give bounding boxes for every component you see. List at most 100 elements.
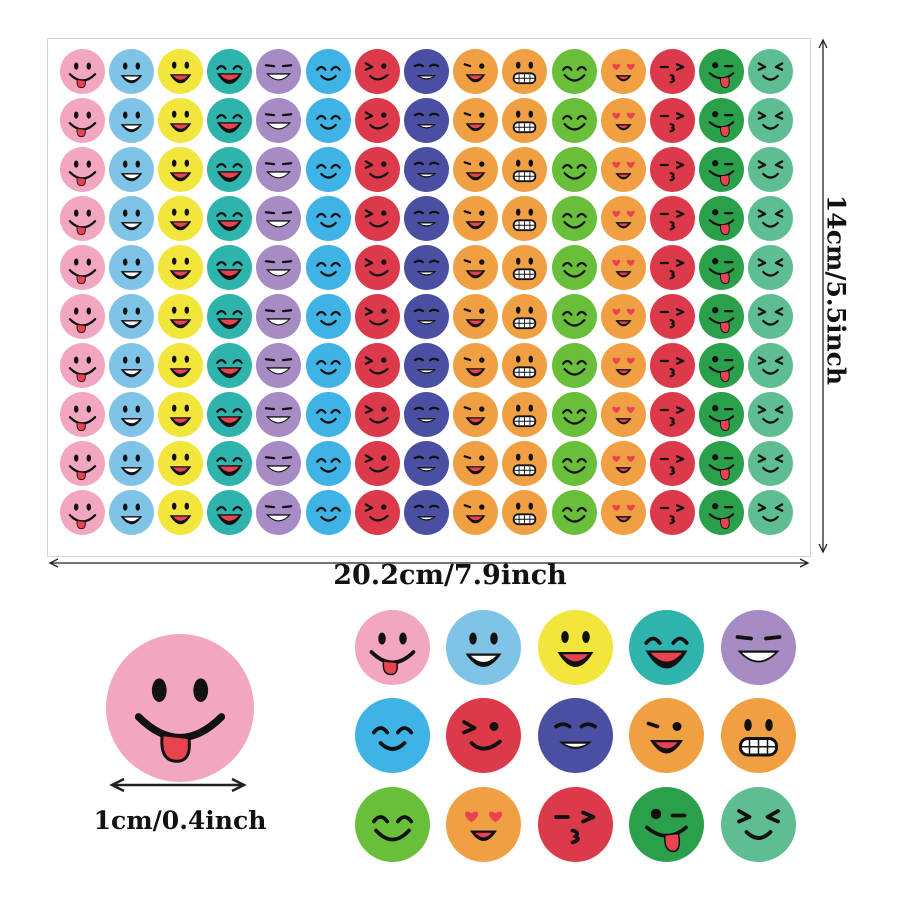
sheet-sticker-content-icon bbox=[551, 244, 597, 290]
sample-sticker-tongue-icon bbox=[106, 634, 254, 782]
sheet-sticker-cheeky-icon bbox=[453, 440, 499, 486]
sheet-sticker-laugh-icon bbox=[207, 48, 253, 94]
sheet-sticker-kiss-icon bbox=[649, 489, 695, 535]
sheet-sticker-content-icon bbox=[551, 195, 597, 241]
preview-sticker-smile-icon bbox=[446, 609, 521, 685]
sheet-sticker-content-icon bbox=[551, 146, 597, 192]
sheet-sticker-wink-icon bbox=[354, 48, 400, 94]
sheet-sticker-silly-icon bbox=[699, 440, 745, 486]
sheet-sticker-wink-icon bbox=[354, 97, 400, 143]
sheet-sticker-squint-icon bbox=[748, 440, 794, 486]
sheet-sticker-teeth-icon bbox=[502, 195, 548, 241]
sheet-sticker-kiss-icon bbox=[649, 293, 695, 339]
sheet-sticker-happy-icon bbox=[305, 146, 351, 192]
sheet-sticker-cheeky-icon bbox=[453, 97, 499, 143]
sheet-sticker-silly-icon bbox=[699, 342, 745, 388]
sheet-sticker-content-icon bbox=[551, 293, 597, 339]
preview-sticker-squint-icon bbox=[720, 786, 796, 862]
sheet-sticker-smirk-icon bbox=[403, 195, 449, 241]
sheet-sticker-grin-icon bbox=[256, 440, 302, 486]
sheet-sticker-kiss-icon bbox=[649, 146, 695, 192]
sheet-sticker-smile-icon bbox=[108, 195, 154, 241]
preview-sticker-kiss-icon bbox=[537, 786, 613, 862]
sheet-sticker-tongue-icon bbox=[59, 440, 105, 486]
preview-sticker-teeth-icon bbox=[720, 698, 796, 773]
sheet-sticker-kiss-icon bbox=[649, 195, 695, 241]
preview-sticker-content-icon bbox=[354, 786, 430, 862]
sheet-sticker-bigsmile-icon bbox=[157, 391, 203, 437]
sheet-sticker-wink-icon bbox=[354, 342, 400, 388]
sheet-sticker-content-icon bbox=[551, 391, 597, 437]
sheet-sticker-happy-icon bbox=[305, 244, 351, 290]
sheet-sticker-bigsmile-icon bbox=[157, 489, 203, 535]
sheet-sticker-wink-icon bbox=[354, 489, 400, 535]
sheet-sticker-cheeky-icon bbox=[453, 293, 499, 339]
sheet-sticker-tongue-icon bbox=[59, 489, 105, 535]
preview-sticker-silly-icon bbox=[629, 786, 704, 862]
sheet-sticker-grin-icon bbox=[256, 195, 302, 241]
sheet-sticker-smirk-icon bbox=[403, 293, 449, 339]
sheet-sticker-bigsmile-icon bbox=[157, 97, 203, 143]
sheet-sticker-teeth-icon bbox=[502, 391, 548, 437]
sheet-sticker-happy-icon bbox=[305, 48, 351, 94]
sheet-sticker-content-icon bbox=[551, 97, 597, 143]
sheet-sticker-smirk-icon bbox=[403, 342, 449, 388]
sheet-sticker-laugh-icon bbox=[207, 391, 253, 437]
sheet-sticker-smile-icon bbox=[108, 293, 154, 339]
sheet-sticker-smirk-icon bbox=[403, 97, 449, 143]
sheet-sticker-smirk-icon bbox=[403, 244, 449, 290]
sheet-sticker-hearteyes-icon bbox=[600, 48, 646, 94]
sheet-sticker-cheeky-icon bbox=[453, 195, 499, 241]
sticker-size-label: 1cm/0.4inch bbox=[93, 806, 267, 835]
sheet-sticker-tongue-icon bbox=[59, 195, 105, 241]
sheet-sticker-silly-icon bbox=[699, 293, 745, 339]
sheet-sticker-bigsmile-icon bbox=[157, 342, 203, 388]
sheet-sticker-hearteyes-icon bbox=[600, 342, 646, 388]
sheet-sticker-silly-icon bbox=[699, 195, 745, 241]
sheet-sticker-tongue-icon bbox=[59, 146, 105, 192]
sheet-sticker-cheeky-icon bbox=[453, 342, 499, 388]
sheet-sticker-squint-icon bbox=[748, 342, 794, 388]
sheet-sticker-silly-icon bbox=[699, 391, 745, 437]
sheet-sticker-tongue-icon bbox=[59, 97, 105, 143]
sheet-sticker-laugh-icon bbox=[207, 97, 253, 143]
sheet-sticker-kiss-icon bbox=[649, 244, 695, 290]
sheet-sticker-bigsmile-icon bbox=[157, 48, 203, 94]
sheet-sticker-smile-icon bbox=[108, 146, 154, 192]
sheet-sticker-laugh-icon bbox=[207, 195, 253, 241]
sheet-sticker-squint-icon bbox=[748, 48, 794, 94]
sheet-sticker-laugh-icon bbox=[207, 342, 253, 388]
sheet-sticker-smirk-icon bbox=[403, 440, 449, 486]
sheet-sticker-kiss-icon bbox=[649, 342, 695, 388]
sheet-sticker-grin-icon bbox=[256, 48, 302, 94]
sheet-sticker-teeth-icon bbox=[502, 244, 548, 290]
sheet-height-label: 14cm/5.5inch bbox=[821, 194, 851, 386]
sheet-sticker-hearteyes-icon bbox=[600, 244, 646, 290]
sheet-sticker-laugh-icon bbox=[207, 489, 253, 535]
sheet-sticker-smile-icon bbox=[108, 391, 154, 437]
sheet-sticker-hearteyes-icon bbox=[600, 146, 646, 192]
sheet-sticker-cheeky-icon bbox=[453, 146, 499, 192]
sheet-sticker-kiss-icon bbox=[649, 440, 695, 486]
sheet-sticker-content-icon bbox=[551, 342, 597, 388]
sheet-sticker-laugh-icon bbox=[207, 146, 253, 192]
sheet-sticker-content-icon bbox=[551, 489, 597, 535]
sheet-sticker-wink-icon bbox=[354, 195, 400, 241]
sheet-sticker-smirk-icon bbox=[403, 48, 449, 94]
preview-sticker-hearteyes-icon bbox=[446, 786, 521, 862]
sheet-sticker-kiss-icon bbox=[649, 97, 695, 143]
sheet-sticker-grin-icon bbox=[256, 146, 302, 192]
sheet-sticker-smile-icon bbox=[108, 342, 154, 388]
sheet-sticker-silly-icon bbox=[699, 97, 745, 143]
sheet-sticker-squint-icon bbox=[748, 97, 794, 143]
sheet-sticker-tongue-icon bbox=[59, 293, 105, 339]
sheet-sticker-teeth-icon bbox=[502, 146, 548, 192]
sheet-sticker-content-icon bbox=[551, 48, 597, 94]
preview-sticker-grin-icon bbox=[720, 609, 796, 685]
sheet-sticker-cheeky-icon bbox=[453, 244, 499, 290]
sheet-sticker-grin-icon bbox=[256, 489, 302, 535]
sheet-sticker-kiss-icon bbox=[649, 391, 695, 437]
preview-sticker-laugh-icon bbox=[629, 609, 704, 685]
sheet-sticker-happy-icon bbox=[305, 440, 351, 486]
sheet-sticker-laugh-icon bbox=[207, 244, 253, 290]
